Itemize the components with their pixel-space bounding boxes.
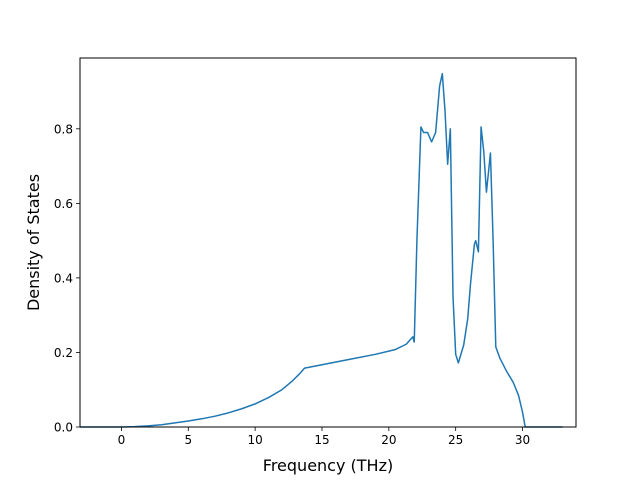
x-axis-label: Frequency (THz): [263, 456, 393, 475]
x-axis-ticks: 0 5 10 15 20 25 30: [118, 427, 530, 447]
y-axis-ticks: 0.0 0.2 0.4 0.6 0.8: [54, 122, 80, 435]
x-tick-label: 10: [247, 433, 262, 447]
y-tick-label: 0.2: [54, 346, 73, 360]
y-tick-label: 0.8: [54, 122, 73, 136]
x-tick-label: 0: [118, 433, 126, 447]
dos-series-line: [80, 72, 563, 428]
axes-frame: [79, 57, 577, 428]
y-tick-label: 0.6: [54, 197, 73, 211]
y-tick-label: 0.0: [54, 421, 73, 435]
y-axis-label: Density of States: [24, 174, 43, 311]
x-tick-label: 20: [381, 433, 396, 447]
x-tick-label: 5: [184, 433, 192, 447]
x-tick-label: 30: [515, 433, 530, 447]
x-tick-label: 25: [448, 433, 463, 447]
plot-area: [80, 72, 563, 428]
x-tick-label: 15: [314, 433, 329, 447]
y-tick-label: 0.4: [54, 271, 73, 285]
